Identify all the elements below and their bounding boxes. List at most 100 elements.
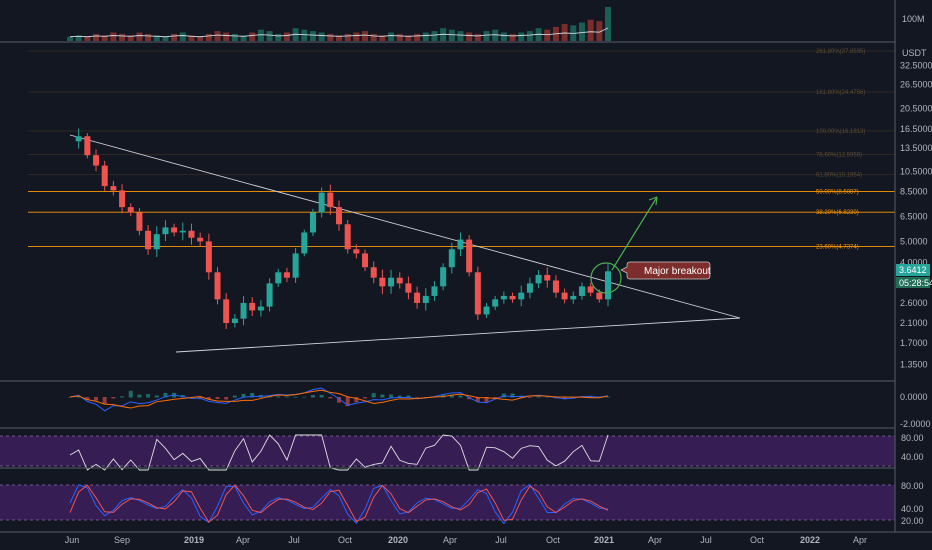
candle-body xyxy=(414,292,421,303)
rsi-axis-tick-80: 80.00 xyxy=(901,433,924,443)
candle-body xyxy=(605,271,611,300)
candle-body xyxy=(405,283,412,293)
volume-bar xyxy=(257,29,264,41)
candle-body xyxy=(388,277,395,287)
time-axis-tick: Apr xyxy=(853,535,867,545)
price-panel[interactable]: 23.60%(4.7374) 38.20%(6.8230) 50.00%(8.508… xyxy=(0,48,932,382)
candle-body xyxy=(318,192,325,213)
candle-body xyxy=(119,190,126,208)
macd-signal-line xyxy=(69,389,609,409)
volume-bar xyxy=(379,35,386,41)
price-axis-tick: 26.5000 xyxy=(900,80,932,90)
candle-body xyxy=(292,253,299,278)
time-axis[interactable]: Jun Sep 2019 Apr Jul Oct 2020 Apr Jul Oct 2021 Apr J… xyxy=(65,535,867,545)
candle-body xyxy=(179,230,186,233)
price-axis-tick: 4.0000 xyxy=(900,257,928,267)
candle-body xyxy=(362,253,369,268)
triangle-upper-trendline[interactable] xyxy=(69,134,741,319)
fib-level-label: 38.20%(6.8230) xyxy=(816,210,859,216)
macd-histogram-bar xyxy=(363,397,368,399)
volume-bar xyxy=(75,35,82,41)
volume-bar xyxy=(101,35,108,41)
macd-histogram-bar xyxy=(484,397,489,403)
candle-body xyxy=(370,267,377,278)
candle-body xyxy=(153,234,160,250)
macd-histogram-bar xyxy=(68,397,72,398)
candle-body xyxy=(561,292,568,300)
price-candles xyxy=(75,128,611,330)
macd-histogram-bar xyxy=(606,396,610,398)
price-axis-tick: 16.5000 xyxy=(900,124,932,134)
macd-histogram-bar xyxy=(510,393,515,398)
macd-histogram-bar xyxy=(415,397,420,398)
volume-bar xyxy=(509,33,516,41)
candle-body xyxy=(353,249,360,254)
fibonacci-retracement[interactable]: 23.60%(4.7374) 38.20%(6.8230) 50.00%(8.508… xyxy=(28,49,895,250)
macd-histogram-bar xyxy=(406,395,411,398)
candle-body xyxy=(466,239,473,273)
last-price-badge xyxy=(896,264,930,276)
macd-histogram-bar xyxy=(232,395,237,398)
volume-bar xyxy=(84,36,91,41)
price-axis-tick: 1.7000 xyxy=(900,338,928,348)
rsi-panel[interactable]: 80.00 40.00 xyxy=(0,433,924,471)
stoch-band xyxy=(0,485,895,520)
stochastic-panel[interactable]: 80.00 40.00 20.00 xyxy=(0,481,924,526)
candle-body xyxy=(127,207,134,213)
macd-histogram-bar xyxy=(111,397,116,399)
volume-bar xyxy=(500,32,507,41)
price-axis-tick: 1.3500 xyxy=(900,360,928,370)
candle-body xyxy=(344,224,351,250)
macd-histogram-bar xyxy=(397,395,402,398)
time-axis-tick: Jul xyxy=(288,535,300,545)
macd-histogram-bar xyxy=(493,397,498,399)
candle-body xyxy=(535,274,542,284)
macd-histogram-bar xyxy=(302,396,307,398)
macd-panel[interactable]: 0.0000 -2.0000 xyxy=(0,387,931,429)
macd-histogram-bar xyxy=(120,396,125,398)
time-axis-tick: Apr xyxy=(443,535,457,545)
breakout-arrow-line[interactable] xyxy=(611,196,658,271)
volume-axis-label: 100M xyxy=(902,14,925,24)
volume-ma-line xyxy=(69,27,609,38)
volume-bar xyxy=(197,36,204,41)
volume-bar xyxy=(605,7,611,41)
macd-histogram-bar xyxy=(371,393,376,398)
price-axis-tick: 5.0000 xyxy=(900,236,928,246)
macd-histogram-bar xyxy=(319,394,324,398)
volume-bar xyxy=(526,31,533,41)
candle-body xyxy=(75,136,82,142)
volume-bar xyxy=(327,33,334,41)
macd-histogram-bar xyxy=(545,396,550,398)
volume-bar xyxy=(205,33,212,41)
time-axis-tick: Oct xyxy=(546,535,561,545)
candle-body xyxy=(171,227,178,233)
breakout-callout[interactable]: Major breakout xyxy=(620,261,711,280)
volume-bar xyxy=(119,33,126,41)
time-axis-tick: 2019 xyxy=(184,535,204,545)
fib-level-label: 50.00%(8.5087) xyxy=(816,189,859,195)
volume-bar xyxy=(249,32,256,41)
volume-bar xyxy=(431,31,438,41)
countdown-badge xyxy=(896,277,930,288)
candle-body xyxy=(257,306,264,311)
volume-bar xyxy=(353,32,360,41)
price-axis[interactable]: 32.5000 26.5000 20.5000 16.5000 13.5000 10.50… xyxy=(900,60,932,369)
macd-histogram-bar xyxy=(128,390,133,398)
candle-body xyxy=(509,295,516,300)
macd-histogram-bar xyxy=(241,393,246,398)
volume-bar xyxy=(127,35,134,41)
breakout-circle[interactable] xyxy=(590,262,622,294)
candle-body xyxy=(422,295,429,303)
volume-bar xyxy=(344,33,351,41)
macd-histogram-bar xyxy=(85,397,90,400)
candle-body xyxy=(84,136,91,156)
macd-axis-tick-zero: 0.0000 xyxy=(900,392,928,402)
triangle-lower-trendline[interactable] xyxy=(175,317,741,353)
volume-bar xyxy=(214,31,221,41)
price-axis-tick: 20.5000 xyxy=(900,104,932,114)
stoch-d-line xyxy=(69,484,609,523)
price-axis-tick: 13.5000 xyxy=(900,143,932,153)
time-axis-tick: Jun xyxy=(65,535,80,545)
